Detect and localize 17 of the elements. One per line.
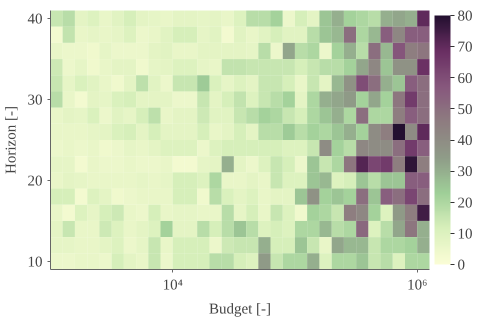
color-bar-label: 40	[458, 133, 472, 149]
color-bar-label: 0	[458, 258, 465, 274]
color-bar-label: 80	[458, 8, 472, 24]
x-tick-label: 10⁶	[407, 278, 428, 294]
color-bar-label: 10	[458, 226, 472, 242]
color-bar-label: 70	[458, 40, 472, 56]
y-tick-label: 10	[28, 254, 42, 270]
x-axis-title: Budget [-]	[208, 302, 272, 318]
color-bar-label: 20	[458, 195, 472, 212]
color-bar-label: 50	[458, 102, 472, 118]
y-tick-label: 20	[28, 173, 42, 190]
y-axis-title: Horizon [-]	[4, 106, 20, 174]
color-bar-label: 60	[458, 70, 472, 87]
y-tick-label: 40	[28, 12, 42, 28]
x-tick-label: 10⁴	[162, 278, 183, 294]
color-bar-label: 30	[458, 164, 472, 180]
y-tick-label: 30	[28, 92, 42, 109]
